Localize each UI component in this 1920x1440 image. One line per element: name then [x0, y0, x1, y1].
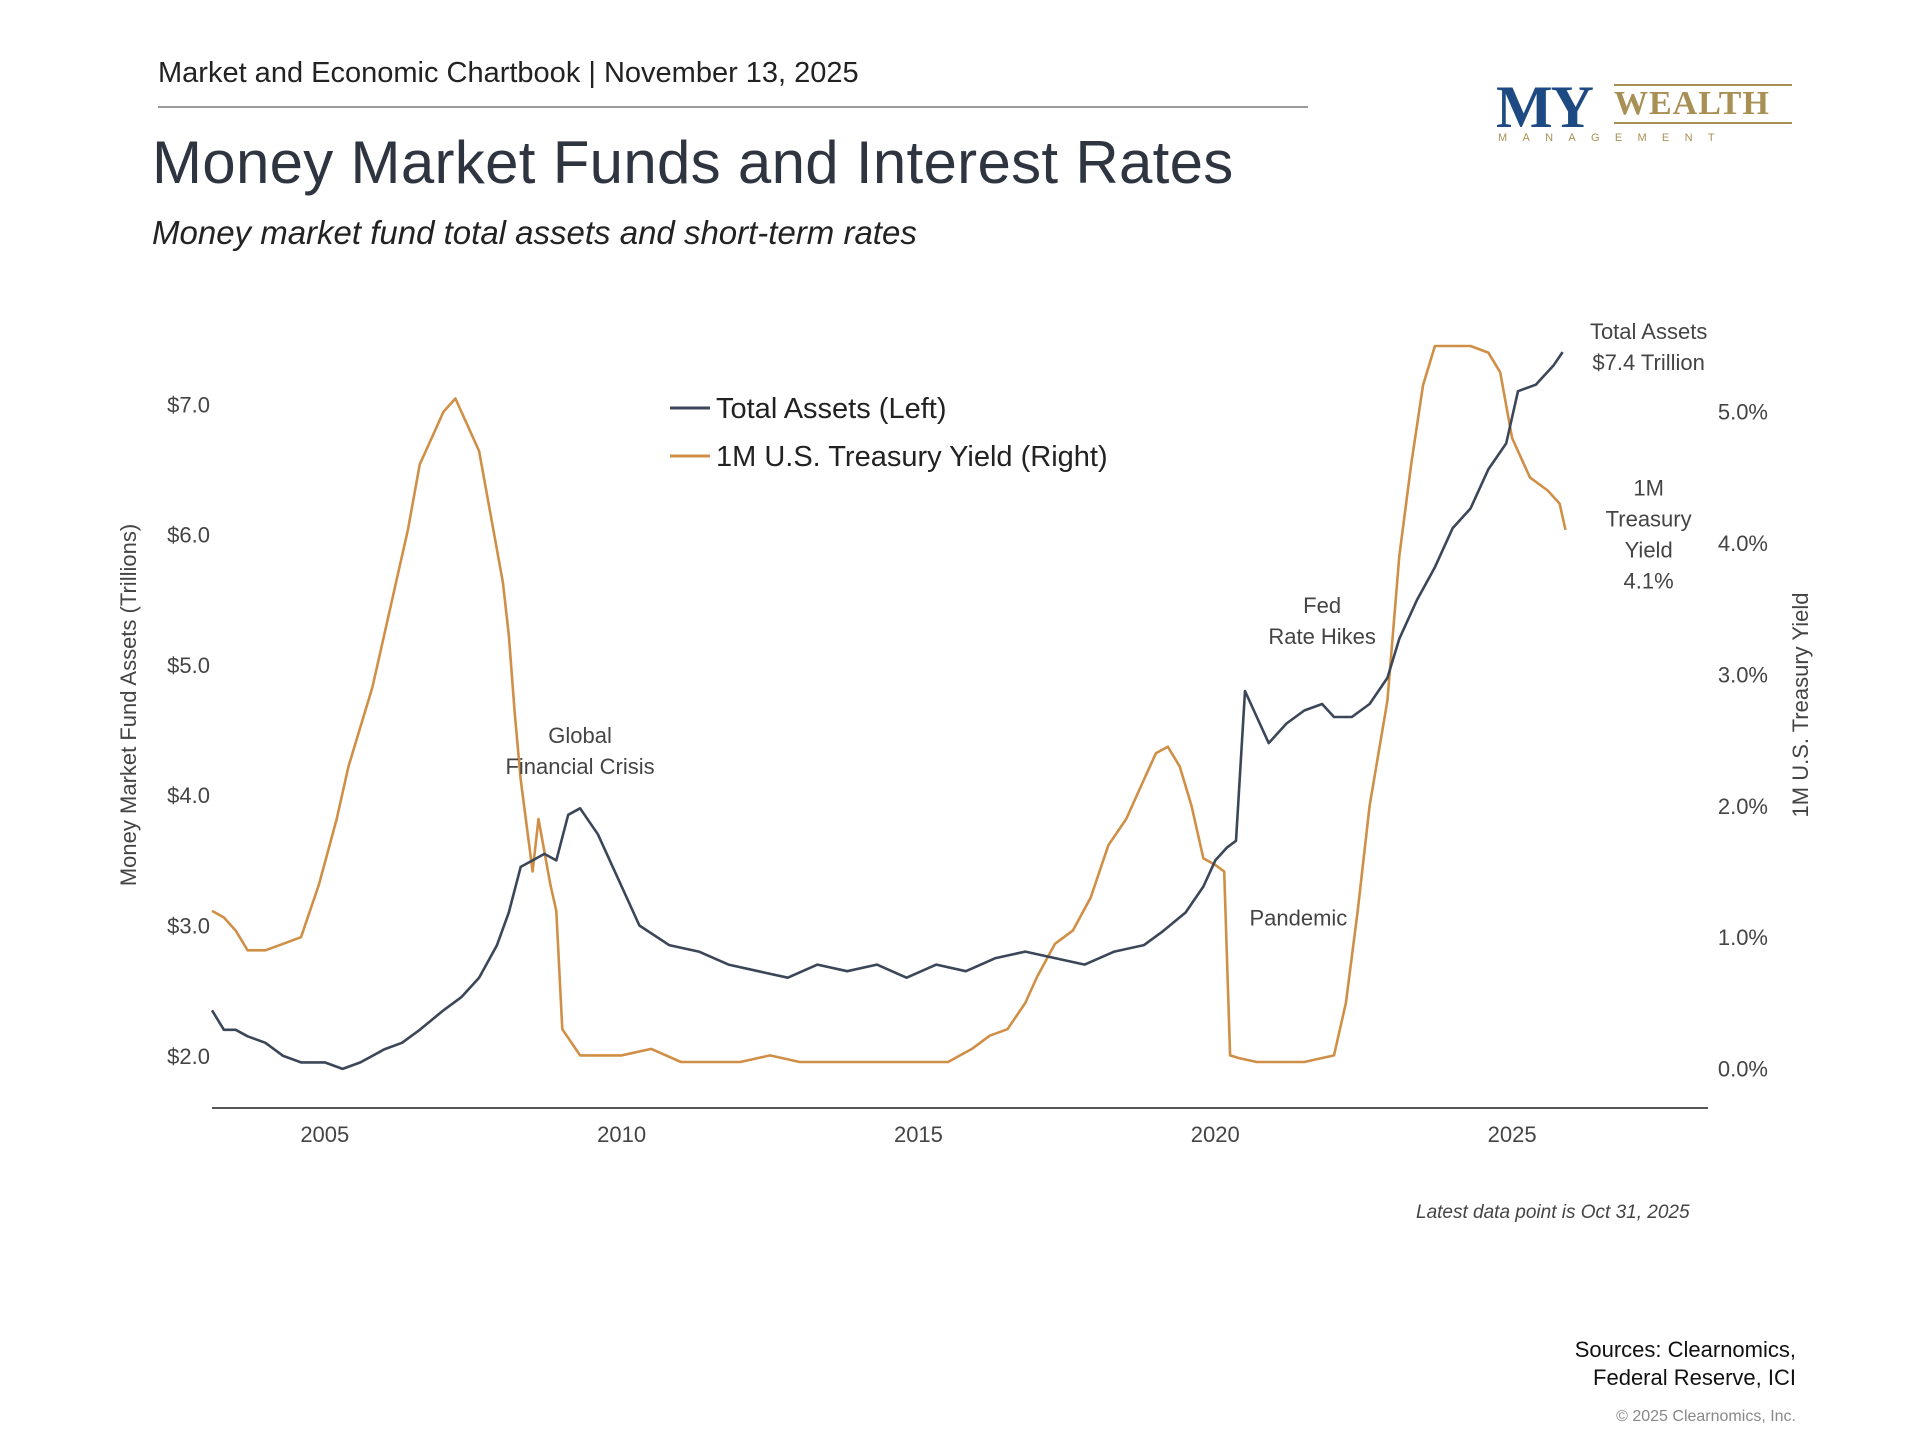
y2-axis-label: 1M U.S. Treasury Yield [1788, 593, 1813, 818]
x-tick-label: 2010 [597, 1122, 646, 1147]
chart-annotation: $7.4 Trillion [1592, 350, 1705, 375]
logo-my-text: MY [1496, 74, 1594, 140]
sources-line-2: Federal Reserve, ICI [1593, 1365, 1796, 1390]
y-tick-label: $4.0 [167, 783, 210, 808]
chart-annotation: Pandemic [1249, 906, 1347, 931]
chartbook-header: Market and Economic Chartbook | November… [158, 57, 859, 89]
chart-annotation: Financial Crisis [505, 754, 654, 779]
y2-tick-label: 0.0% [1718, 1057, 1768, 1082]
yield-line [211, 344, 1567, 1064]
chart-annotation: Treasury [1606, 506, 1692, 531]
y2-tick-label: 4.0% [1718, 531, 1768, 556]
x-tick-label: 2020 [1191, 1122, 1240, 1147]
chart-annotation: 4.1% [1624, 568, 1674, 593]
brand-logo: MY WEALTH MANAGEMENT [1496, 74, 1792, 150]
y-axis-label: Money Market Fund Assets (Trillions) [116, 524, 141, 886]
y2-tick-label: 1.0% [1718, 925, 1768, 950]
y-tick-label: $7.0 [167, 392, 210, 417]
y-tick-label: $5.0 [167, 653, 210, 678]
chart-annotation: Total Assets [1590, 319, 1707, 344]
legend-label: Total Assets (Left) [716, 393, 947, 425]
sources-note: Sources: Clearnomics, Federal Reserve, I… [1575, 1336, 1796, 1392]
chart-annotation: Global [548, 723, 612, 748]
y-tick-label: $3.0 [167, 914, 210, 939]
copyright-note: © 2025 Clearnomics, Inc. [1616, 1408, 1796, 1425]
y2-tick-label: 2.0% [1718, 794, 1768, 819]
y-tick-label: $6.0 [167, 523, 210, 548]
y2-tick-label: 3.0% [1718, 662, 1768, 687]
assets-line [210, 351, 1564, 1071]
y2-tick-label: 5.0% [1718, 400, 1768, 425]
page-title: Money Market Funds and Interest Rates [152, 129, 1234, 196]
chart-annotation: Rate Hikes [1268, 624, 1376, 649]
logo-wealth-text: WEALTH [1614, 85, 1770, 122]
x-tick-label: 2015 [894, 1122, 943, 1147]
page-subtitle: Money market fund total assets and short… [152, 214, 917, 251]
x-tick-label: 2025 [1488, 1122, 1537, 1147]
y-tick-label: $2.0 [167, 1044, 210, 1069]
x-tick-label: 2005 [300, 1122, 349, 1147]
chart-annotation: 1M [1633, 475, 1664, 500]
header-divider [158, 106, 1308, 108]
logo-top-rule [1614, 84, 1792, 86]
legend-label: 1M U.S. Treasury Yield (Right) [716, 441, 1108, 473]
chart-annotation: Yield [1625, 537, 1673, 562]
latest-data-note: Latest data point is Oct 31, 2025 [1416, 1202, 1690, 1223]
sources-line-1: Sources: Clearnomics, [1574, 1337, 1796, 1362]
logo-bottom-rule [1614, 122, 1792, 124]
logo-management-text: MANAGEMENT [1498, 132, 1730, 144]
chart-annotation: Fed [1303, 593, 1341, 618]
